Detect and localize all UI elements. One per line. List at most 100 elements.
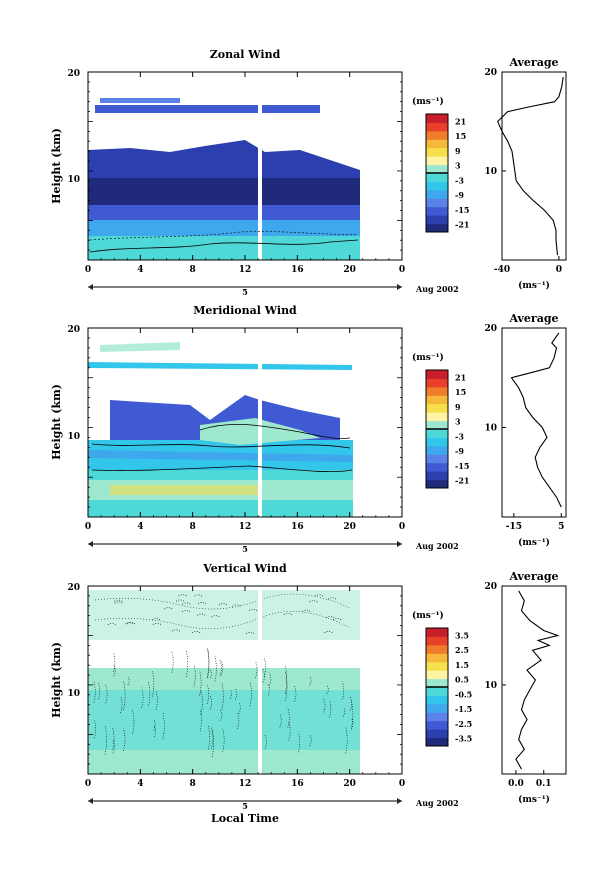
data-gap	[258, 586, 262, 774]
contour-line	[245, 631, 255, 634]
colorbar-swatch	[426, 687, 448, 696]
contour-line	[209, 695, 212, 710]
colorbar-swatch	[426, 181, 448, 191]
contour-line	[164, 607, 173, 610]
contour-line	[182, 602, 191, 605]
colorbar-swatch	[426, 471, 448, 481]
colorbar-swatch	[426, 479, 448, 489]
profile-y-tick-label: 20	[484, 324, 497, 334]
colorbar-unit: (ms⁻¹)	[412, 352, 444, 363]
contour-line	[232, 604, 241, 607]
contour-line	[112, 728, 115, 750]
panel-zonal: Zonal Wind Height (km) 20 10 0 4 8 12 16 20 0 5…	[50, 48, 567, 297]
x-tick-label: 20	[343, 522, 356, 532]
colorbar-swatch	[426, 156, 448, 166]
contour-line	[294, 685, 297, 702]
contour-line	[185, 649, 188, 677]
contour-line	[324, 631, 333, 634]
profile-frame	[501, 585, 567, 775]
y-axis-label: Height (km)	[50, 384, 63, 460]
colorbar-swatch	[426, 403, 448, 413]
contour-line	[107, 622, 117, 625]
contour-line	[326, 685, 329, 694]
contour-line	[302, 609, 311, 612]
profile-line	[515, 590, 560, 770]
contour-line	[120, 695, 123, 714]
profile-x-tick-label: 0	[556, 265, 562, 275]
colorbar-swatch	[426, 386, 448, 396]
colorbar-swatch	[426, 189, 448, 199]
contour-line	[343, 707, 346, 717]
contour-line	[288, 721, 291, 741]
colorbar-swatch	[426, 122, 448, 132]
contour-line	[178, 594, 187, 597]
colorbar-swatch	[426, 729, 448, 739]
colorbar-swatch	[426, 420, 448, 430]
contour-line	[89, 231, 359, 241]
contour-line	[255, 660, 258, 678]
contour-line	[126, 622, 136, 625]
profile-title: Average	[508, 570, 558, 583]
contour-line	[141, 687, 144, 708]
heatmap-field	[88, 98, 360, 260]
data-gap	[258, 328, 262, 517]
profile-unit: (ms⁻¹)	[518, 280, 550, 291]
colorbar-swatch	[426, 661, 448, 671]
contour-line	[197, 602, 207, 605]
colorbar-swatch	[426, 147, 448, 157]
colorbar-tick-label: -2.5	[455, 719, 472, 729]
y-tick-label: 20	[67, 69, 80, 79]
colorbar-swatch	[426, 644, 448, 654]
contour-line	[218, 603, 228, 606]
chart-title: Zonal Wind	[210, 48, 281, 61]
panel-vertical: Vertical Wind Height (km) 20 10 Local Ti…	[50, 562, 567, 825]
colorbar-swatch	[426, 462, 448, 472]
profile-y-tick-label: 10	[484, 681, 497, 691]
date-arrow-left	[88, 798, 93, 804]
contour-line	[279, 713, 282, 728]
colorbar-swatch	[426, 412, 448, 422]
colorbar-tick-label: 9	[455, 402, 461, 412]
contour-line	[192, 631, 201, 634]
contour-line	[220, 709, 223, 721]
day-label: 5	[242, 287, 248, 297]
contour-line	[113, 652, 116, 672]
heatmap-field	[88, 342, 353, 517]
colorbar-tick-label: 3	[455, 417, 461, 427]
x-tick-label: 0	[85, 265, 91, 275]
contour-field	[93, 594, 354, 758]
profile-frame	[501, 71, 567, 261]
month-label: Aug 2002	[415, 284, 459, 294]
y-tick-label: 20	[67, 325, 80, 335]
contour-line	[248, 609, 258, 612]
colorbar-tick-label: 2.5	[455, 645, 469, 655]
contour-line	[332, 618, 342, 621]
x-tick-label: 20	[343, 265, 356, 275]
profile-y-tick-label: 20	[484, 68, 497, 78]
contour-line	[283, 612, 293, 615]
contour-line	[123, 728, 126, 751]
colorbar-tick-label: -3	[455, 175, 464, 185]
x-tick-label: 20	[343, 779, 356, 789]
x-tick-label: 8	[190, 779, 196, 789]
contour-line	[193, 664, 196, 687]
contour-line	[91, 443, 351, 449]
colorbar-swatch	[426, 445, 448, 455]
date-arrow-left	[88, 284, 93, 290]
x-axis-label: Local Time	[211, 812, 279, 825]
profile-x-tick-label: 0.1	[536, 779, 552, 789]
contour-line	[91, 465, 353, 473]
colorbar-tick-label: -3	[455, 431, 464, 441]
contour-line	[309, 600, 318, 603]
contour-line	[287, 707, 290, 728]
contour-line	[314, 594, 324, 597]
profile-line	[510, 332, 562, 508]
colorbar-swatch	[426, 653, 448, 663]
colorbar-swatch	[426, 198, 448, 208]
contour-line	[127, 676, 130, 685]
date-arrow-left	[88, 541, 93, 547]
x-tick-label: 8	[190, 265, 196, 275]
colorbar-swatch	[426, 164, 448, 174]
colorbar-tick-label: -3.5	[455, 734, 472, 744]
